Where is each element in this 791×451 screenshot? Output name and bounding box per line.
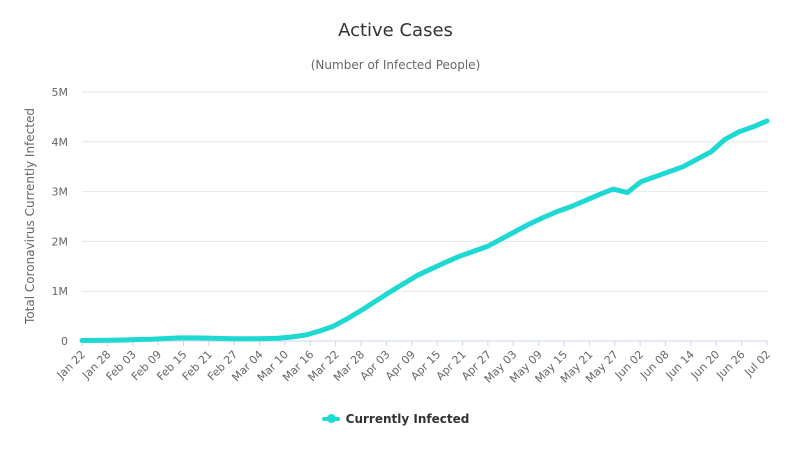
legend-label: Currently Infected: [345, 412, 470, 426]
x-tick-label: Jun 02: [612, 348, 646, 382]
x-tick-label: Jun 08: [637, 348, 671, 382]
y-tick-label: 5M: [52, 86, 69, 99]
x-tick-label: Jul 02: [741, 348, 773, 380]
y-tick-label: 3M: [52, 186, 69, 199]
y-axis: 0 1M 2M 3M 4M 5M: [52, 86, 69, 348]
y-tick-label: 1M: [52, 285, 69, 298]
series-line-currently-infected[interactable]: [79, 118, 770, 343]
y-tick-label: 4M: [52, 136, 69, 149]
legend-swatch-icon: [321, 414, 340, 423]
grid-layer: [82, 91, 767, 342]
y-tick-label: 0: [61, 335, 68, 348]
chart-title: Active Cases: [338, 20, 453, 41]
x-tick-label: Jun 20: [688, 348, 722, 382]
legend-item-currently-infected[interactable]: Currently Infected: [321, 412, 470, 426]
x-tick-label: Jan 22: [54, 348, 88, 382]
y-axis-label: Total Coronavirus Currently Infected: [23, 108, 37, 325]
y-tick-label: 2M: [52, 235, 69, 248]
chart-subtitle: (Number of Infected People): [310, 58, 481, 72]
x-tick-label: Jun 14: [663, 348, 697, 382]
legend[interactable]: Currently Infected: [0, 410, 791, 426]
series-layer: [79, 118, 770, 343]
x-tick-label: Jun 26: [713, 348, 747, 382]
